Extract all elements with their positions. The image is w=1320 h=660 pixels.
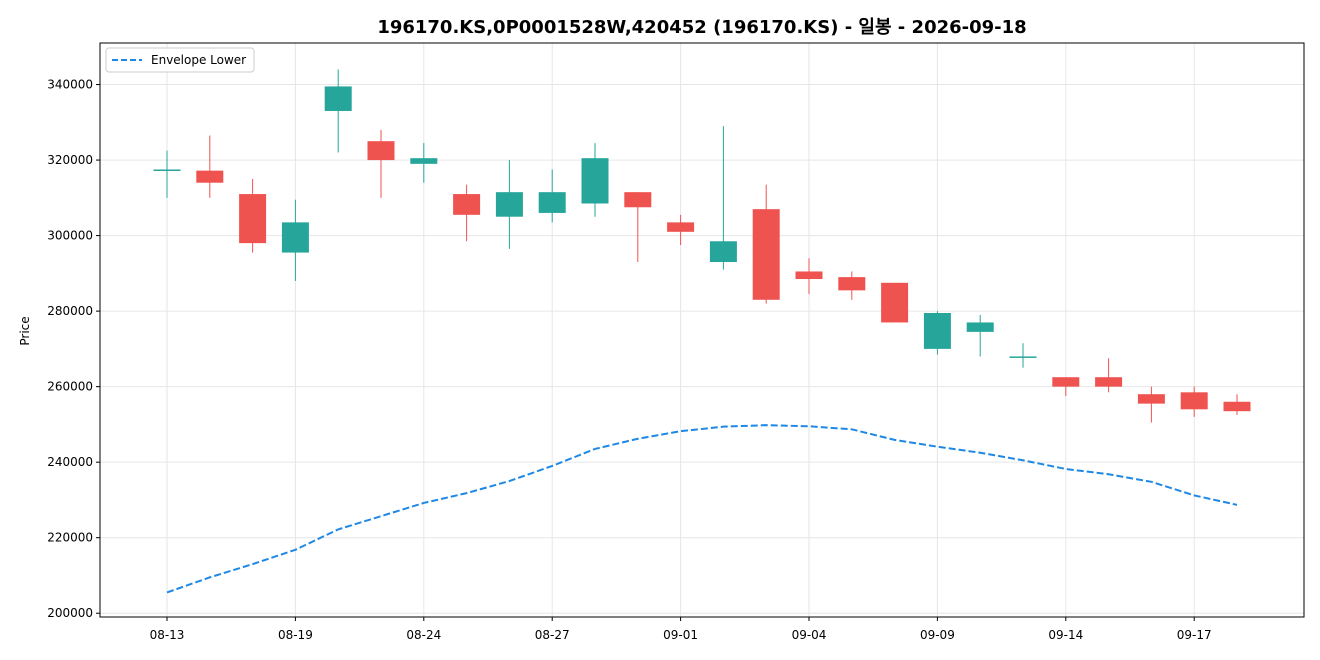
candle-body bbox=[1009, 356, 1037, 358]
candle-body bbox=[881, 282, 909, 323]
candle-body bbox=[495, 192, 523, 217]
candle bbox=[538, 169, 566, 223]
grid-lines bbox=[100, 43, 1304, 617]
candle-body bbox=[367, 141, 395, 161]
candle-body bbox=[624, 192, 652, 208]
x-tick-label: 08-24 bbox=[406, 628, 441, 642]
candle bbox=[838, 271, 866, 300]
candle bbox=[239, 178, 267, 253]
legend: Envelope Lower bbox=[105, 47, 255, 73]
candle bbox=[410, 143, 438, 183]
candle bbox=[1009, 343, 1037, 368]
candles bbox=[153, 69, 1251, 423]
candle-body bbox=[153, 169, 181, 172]
candle-body bbox=[1180, 392, 1208, 410]
y-axis: 200000 220000 240000 260000 280000 300000 3200… bbox=[47, 78, 100, 620]
y-tick-label: 260000 bbox=[47, 380, 93, 394]
candle-body bbox=[709, 241, 737, 263]
candle bbox=[495, 160, 523, 249]
candle-body bbox=[581, 158, 609, 204]
series-line-envelope-lower bbox=[166, 424, 1238, 594]
candle bbox=[881, 282, 909, 323]
candle bbox=[1223, 394, 1251, 415]
x-tick-label: 08-13 bbox=[150, 628, 185, 642]
candle-body bbox=[1052, 377, 1080, 387]
x-axis: 08-13 08-19 08-24 08-27 09-01 09-04 09-09 09-14… bbox=[150, 617, 1212, 642]
candle bbox=[667, 214, 695, 246]
candle-body bbox=[667, 222, 695, 232]
y-tick-label: 300000 bbox=[47, 229, 93, 243]
plot-frame bbox=[99, 42, 1305, 618]
candle-body bbox=[281, 222, 309, 253]
candle bbox=[923, 311, 951, 355]
candle-body bbox=[795, 271, 823, 280]
candle bbox=[153, 150, 181, 198]
candle-body bbox=[1095, 377, 1123, 387]
candle-body bbox=[324, 86, 352, 111]
candle bbox=[281, 199, 309, 281]
candle-body bbox=[752, 209, 780, 300]
candle bbox=[709, 126, 737, 270]
candle-body bbox=[410, 158, 438, 164]
candle-body bbox=[966, 322, 994, 332]
candle bbox=[367, 129, 395, 198]
candle-body bbox=[1137, 394, 1165, 404]
candle-body bbox=[838, 277, 866, 291]
candle bbox=[1180, 386, 1208, 417]
y-tick-label: 340000 bbox=[47, 78, 93, 92]
x-tick-label: 09-14 bbox=[1048, 628, 1083, 642]
candle-body bbox=[923, 313, 951, 349]
chart-title: 196170.KS,0P0001528W,420452 (196170.KS) … bbox=[377, 17, 1026, 38]
y-tick-label: 220000 bbox=[47, 531, 93, 545]
candle-body bbox=[239, 194, 267, 244]
candle bbox=[752, 184, 780, 304]
candle bbox=[196, 135, 224, 198]
x-tick-label: 09-04 bbox=[792, 628, 827, 642]
candle-body bbox=[196, 170, 224, 183]
y-tick-label: 200000 bbox=[47, 606, 93, 620]
candle-body bbox=[1223, 401, 1251, 412]
candle bbox=[1095, 358, 1123, 393]
candle bbox=[581, 143, 609, 217]
y-tick-label: 280000 bbox=[47, 304, 93, 318]
y-tick-label: 240000 bbox=[47, 455, 93, 469]
candle bbox=[1052, 377, 1080, 397]
legend-label-envelope-lower: Envelope Lower bbox=[151, 53, 246, 67]
x-tick-label: 09-17 bbox=[1177, 628, 1212, 642]
y-tick-label: 320000 bbox=[47, 153, 93, 167]
candle-body bbox=[453, 194, 481, 215]
x-tick-label: 09-01 bbox=[663, 628, 698, 642]
candle bbox=[453, 184, 481, 242]
candle bbox=[795, 258, 823, 295]
y-axis-label: Price bbox=[18, 316, 32, 345]
x-tick-label: 08-27 bbox=[535, 628, 570, 642]
x-tick-label: 08-19 bbox=[278, 628, 313, 642]
legend-box bbox=[105, 47, 255, 73]
x-tick-label: 09-09 bbox=[920, 628, 955, 642]
candle bbox=[624, 192, 652, 263]
series-lines bbox=[166, 424, 1238, 594]
candle bbox=[324, 69, 352, 153]
candle bbox=[966, 314, 994, 357]
candle-body bbox=[538, 192, 566, 213]
candle bbox=[1137, 386, 1165, 423]
